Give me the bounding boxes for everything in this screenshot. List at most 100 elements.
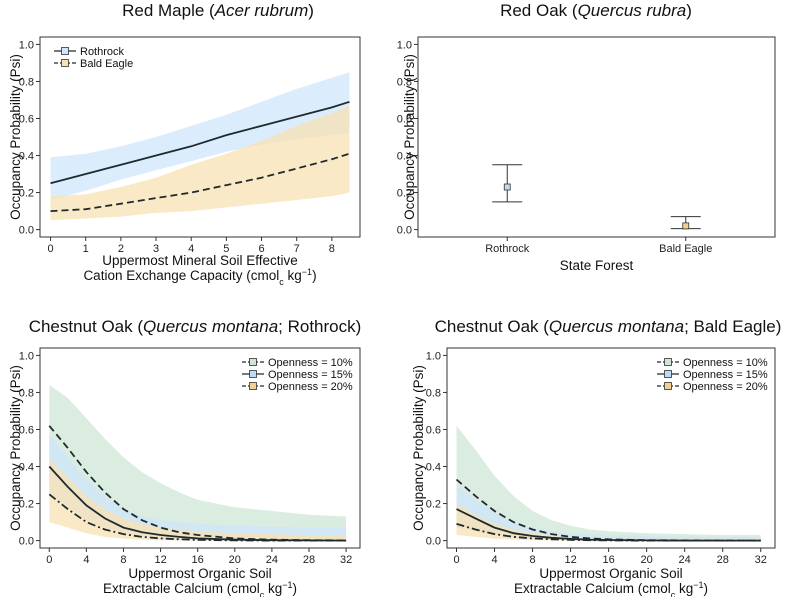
y-tick-label: 0.4	[19, 151, 34, 163]
chart-title: Red Maple (Acer rubrum)	[122, 1, 314, 20]
x-tick-label: 24	[679, 554, 691, 566]
chart-title-italic: Quercus montana	[143, 317, 278, 336]
x-axis-label-part: −1	[282, 580, 292, 590]
y-tick-label: 0.6	[426, 424, 441, 436]
x-axis-label-part: c	[260, 590, 265, 597]
x-tick-label: 0	[46, 554, 52, 566]
x-axis-label-units: Extractable Calcium (cmolc kg−1)	[514, 580, 708, 597]
x-tick-label: 6	[258, 243, 264, 255]
x-tick-label: Bald Eagle	[659, 243, 712, 255]
chart-title-part: Chestnut Oak (	[29, 317, 144, 336]
y-tick-label: 0.0	[19, 225, 34, 237]
x-tick-label: Rothrock	[485, 243, 530, 255]
ci-band-1	[49, 385, 347, 541]
x-axis-label: Uppermost Mineral Soil Effective	[102, 253, 298, 268]
x-axis-label-part: −1	[693, 580, 703, 590]
x-tick-label: 24	[266, 554, 278, 566]
y-axis-label: Occupancy Probability (Psi)	[411, 365, 426, 531]
x-tick-label: 8	[120, 554, 126, 566]
chart-title-part: ; Bald Eagle)	[684, 317, 781, 336]
x-axis-label-units: Extractable Calcium (cmolc kg−1)	[103, 580, 297, 597]
y-tick-label: 0.8	[19, 387, 34, 399]
x-tick-label: 12	[564, 554, 576, 566]
legend-label: Openness = 15%	[683, 369, 768, 381]
y-tick-label: 0.8	[19, 76, 34, 88]
plot-frame	[39, 36, 361, 238]
x-axis-label-part: c	[279, 277, 284, 287]
legend-label: Openness = 10%	[268, 357, 353, 369]
legend-marker	[249, 358, 257, 366]
y-tick-label: 0.0	[19, 536, 34, 548]
x-tick-label: 20	[229, 554, 241, 566]
chart-red-maple: Red Maple (Acer rubrum) 0 1 2 3 4 5 6 7 8 0.0 0.2 0.…	[8, 1, 361, 287]
x-tick-label: 32	[340, 554, 352, 566]
y-axis-label: Occupancy Probability (Psi)	[402, 54, 417, 220]
y-tick-label: 0.2	[397, 188, 412, 200]
ci-band-2	[50, 105, 350, 221]
ci-band-2	[49, 435, 347, 541]
y-tick-label: 0.4	[19, 462, 34, 474]
legend-label: Rothrock	[80, 46, 125, 58]
y-tick-label: 0.6	[19, 424, 34, 436]
x-axis-label-part: Extractable Calcium (cmol	[514, 581, 671, 596]
legend-label: Openness = 15%	[268, 369, 353, 381]
chart-title-part: Chestnut Oak (	[435, 317, 550, 336]
x-axis-label-part: kg	[675, 581, 693, 596]
ci-band-3	[49, 459, 347, 541]
y-tick-label: 0.2	[426, 499, 441, 511]
y-axis-label: Occupancy Probability (Psi)	[8, 365, 23, 531]
x-axis-label-units: Cation Exchange Capacity (cmolc kg−1)	[83, 267, 316, 287]
x-tick-label: 16	[602, 554, 614, 566]
legend-label: Openness = 10%	[683, 357, 768, 369]
legend-marker	[249, 370, 257, 378]
x-axis-label: Uppermost Organic Soil	[128, 566, 271, 581]
x-axis-label-part: Cation Exchange Capacity (cmol	[83, 268, 279, 283]
legend-label: Bald Eagle	[80, 58, 133, 70]
series-line-3	[456, 523, 761, 542]
chart-title-part: )	[308, 1, 314, 20]
x-tick-label: 0	[453, 554, 459, 566]
x-tick-label: 8	[530, 554, 536, 566]
series-line-2	[50, 152, 350, 212]
chart-title-italic: Quercus rubra	[578, 1, 687, 20]
series-line-1	[50, 100, 350, 185]
x-tick-label: 16	[192, 554, 204, 566]
point-marker	[682, 222, 690, 230]
chart-title-part: ; Rothrock)	[278, 317, 361, 336]
y-tick-label: 0.6	[19, 113, 34, 125]
legend-marker	[664, 370, 672, 378]
y-tick-label: 1.0	[426, 350, 441, 362]
legend-label: Openness = 20%	[268, 381, 353, 393]
x-axis-label-part: Extractable Calcium (cmol	[103, 581, 260, 596]
chart-title: Chestnut Oak (Quercus montana; Rothrock)	[29, 317, 362, 336]
x-tick-label: 12	[154, 554, 166, 566]
chart-red-oak: Red Oak (Quercus rubra) Rothrock Bald Eagl…	[397, 1, 776, 273]
x-tick-label: 7	[294, 243, 300, 255]
ci-band-3	[456, 503, 761, 541]
series-line-2	[48, 465, 347, 542]
ci-band-1	[456, 425, 761, 541]
legend-marker	[249, 382, 257, 390]
x-tick-label: 8	[329, 243, 335, 255]
y-tick-label: 0.2	[19, 499, 34, 511]
chart-title-part: Red Oak (	[500, 1, 578, 20]
plot-frame	[417, 36, 776, 238]
legend-marker	[61, 59, 69, 67]
x-tick-label: 32	[755, 554, 767, 566]
x-tick-label: 28	[303, 554, 315, 566]
x-tick-label: 5	[223, 243, 229, 255]
x-axis-label-part: kg	[284, 268, 302, 283]
x-axis-label-part: −1	[302, 267, 312, 277]
x-tick-label: 2	[118, 243, 124, 255]
x-tick-label: 4	[491, 554, 497, 566]
chart-title: Chestnut Oak (Quercus montana; Bald Eagl…	[435, 317, 782, 336]
y-tick-label: 0.8	[426, 387, 441, 399]
y-tick-label: 1.0	[19, 350, 34, 362]
chart-title-part: )	[686, 1, 692, 20]
legend-label: Openness = 20%	[683, 381, 768, 393]
chart-chestnut-rothrock: Chestnut Oak (Quercus montana; Rothrock)…	[8, 317, 361, 597]
x-axis-label-part: c	[671, 590, 676, 597]
